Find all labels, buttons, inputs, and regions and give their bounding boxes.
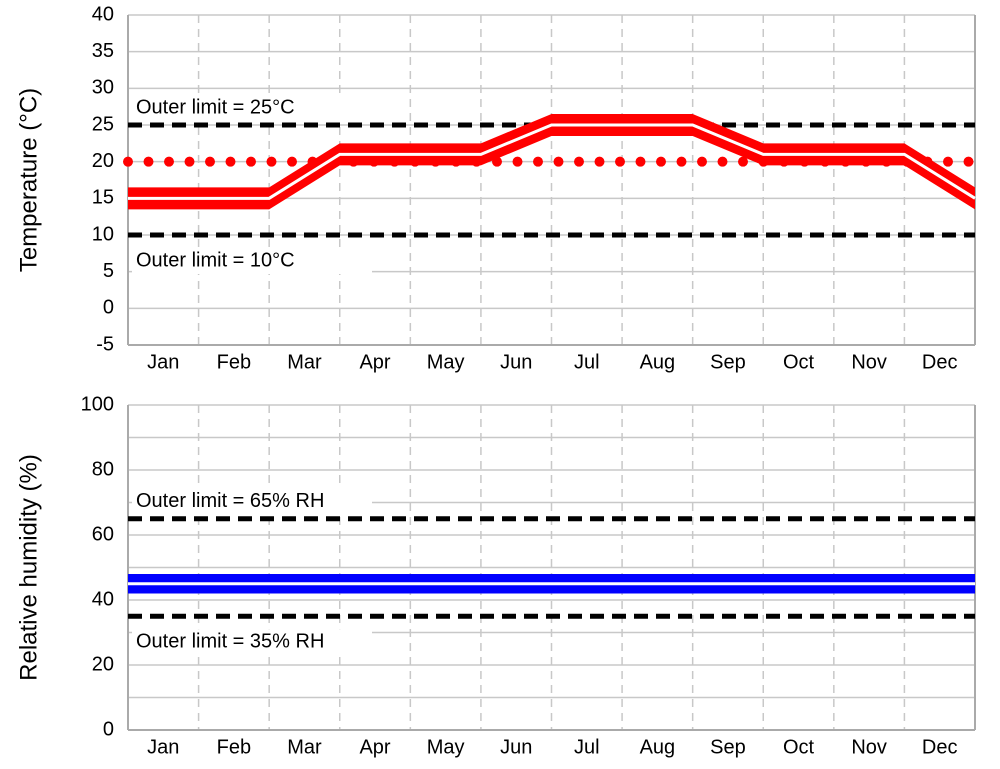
x-tick-label: Mar — [287, 736, 322, 758]
x-tick-label: Feb — [217, 351, 251, 373]
y-tick-label: 35 — [92, 40, 114, 62]
x-tick-label: Sep — [710, 351, 746, 373]
y-tick-label: 30 — [92, 77, 114, 99]
label-bg — [132, 629, 372, 656]
x-tick-label: Jan — [147, 736, 179, 758]
x-tick-label: Nov — [851, 736, 887, 758]
reference-label: Outer limit = 35% RH — [136, 631, 324, 653]
y-tick-label: 25 — [92, 113, 114, 135]
series-line — [128, 123, 976, 200]
y-axis-title: Temperature (°C) — [15, 88, 42, 272]
x-tick-label: Jan — [147, 351, 179, 373]
y-tick-label: 10 — [92, 223, 114, 245]
x-tick-label: Oct — [783, 351, 815, 373]
y-tick-label: 100 — [81, 393, 114, 415]
label-bg — [132, 248, 372, 274]
y-tick-label: 80 — [92, 458, 114, 480]
x-tick-label: Jul — [574, 351, 600, 373]
y-axis-title: Relative humidity (%) — [15, 454, 42, 681]
y-tick-label: 5 — [103, 260, 114, 282]
x-tick-label: May — [427, 351, 465, 373]
y-tick-label: 40 — [92, 588, 114, 610]
x-tick-label: Dec — [922, 351, 958, 373]
x-tick-label: Sep — [710, 736, 746, 758]
y-tick-label: 60 — [92, 523, 114, 545]
x-tick-label: Mar — [287, 351, 322, 373]
x-tick-label: Apr — [359, 736, 390, 758]
y-tick-label: 20 — [92, 653, 114, 675]
x-tick-label: Dec — [922, 736, 958, 758]
x-tick-label: Apr — [359, 351, 390, 373]
x-tick-label: Aug — [640, 351, 676, 373]
x-tick-label: Feb — [217, 736, 251, 758]
x-tick-label: Jun — [500, 351, 532, 373]
x-tick-label: Oct — [783, 736, 815, 758]
y-tick-label: 40 — [92, 3, 114, 25]
y-tick-label: 0 — [103, 297, 114, 319]
x-tick-label: May — [427, 736, 465, 758]
x-tick-label: Aug — [640, 736, 676, 758]
label-bg — [132, 488, 372, 515]
y-tick-label: 15 — [92, 187, 114, 209]
x-tick-label: Jul — [574, 736, 600, 758]
label-bg — [132, 95, 372, 121]
y-tick-label: 20 — [92, 150, 114, 172]
y-tick-label: -5 — [96, 333, 114, 355]
y-tick-label: 0 — [103, 718, 114, 740]
x-tick-label: Nov — [851, 351, 887, 373]
reference-label: Outer limit = 10°C — [136, 249, 295, 271]
reference-label: Outer limit = 65% RH — [136, 490, 324, 512]
reference-label: Outer limit = 25°C — [136, 96, 295, 118]
x-tick-label: Jun — [500, 736, 532, 758]
